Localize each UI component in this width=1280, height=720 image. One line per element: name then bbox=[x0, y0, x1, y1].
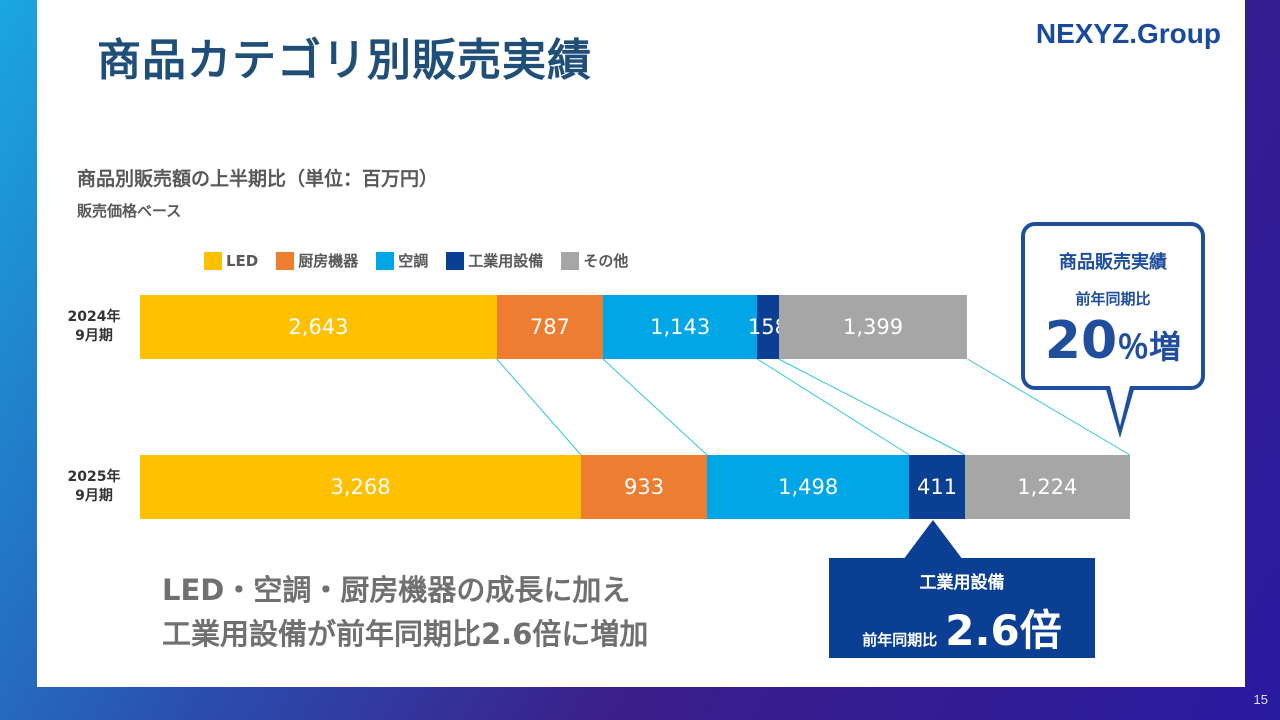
legend-item-other: その他 bbox=[561, 250, 628, 271]
legend-item-aircon: 空調 bbox=[376, 250, 428, 271]
category-label-line: 9月期 bbox=[75, 488, 113, 504]
bar-segment: 787 bbox=[496, 295, 603, 359]
bar-row: 3,268 933 1,498 411 1,224 bbox=[140, 455, 1130, 519]
total-sales-callout: 商品販売実績 前年同期比 20％増 bbox=[1021, 222, 1205, 390]
legend-item-kitchen: 厨房機器 bbox=[276, 250, 358, 271]
bar-segment: 1,224 bbox=[964, 455, 1130, 519]
bar-segment: 1,399 bbox=[778, 295, 968, 359]
industrial-callout-value: 2.6倍 bbox=[945, 606, 1062, 655]
company-logo: NEXYZ.Group bbox=[1036, 18, 1221, 50]
category-label-line: 9月期 bbox=[75, 328, 113, 344]
bar-row: 2,643 787 1,143 158 1,399 bbox=[140, 295, 968, 359]
total-callout-unit: ％増 bbox=[1117, 328, 1182, 366]
industrial-callout-subtitle: 前年同期比 bbox=[862, 631, 938, 649]
summary-message: LED・空調・厨房機器の成長に加え 工業用設備が前年同期比2.6倍に増加 bbox=[162, 568, 648, 656]
chart-legend: LED 厨房機器 空調 工業用設備 その他 bbox=[204, 250, 628, 271]
legend-label: その他 bbox=[583, 252, 629, 270]
bar-segment: 933 bbox=[581, 455, 708, 519]
industrial-callout-title: 工業用設備 bbox=[919, 573, 1005, 593]
category-label-line: 2025年 bbox=[67, 469, 121, 485]
bar-value-label: 2,643 bbox=[288, 315, 349, 339]
bar-segment: 1,143 bbox=[603, 295, 758, 359]
category-label-line: 2024年 bbox=[67, 309, 121, 325]
industrial-callout: 工業用設備 前年同期比 2.6倍 bbox=[829, 558, 1095, 658]
slide: 商品カテゴリ別販売実績 NEXYZ.Group 商品別販売額の上半期比（単位：百… bbox=[37, 0, 1245, 687]
bar-segment: 158 bbox=[748, 295, 788, 359]
page-number: 15 bbox=[1253, 692, 1268, 707]
bar-value-label: 1,399 bbox=[842, 315, 904, 339]
industrial-callout-row: 前年同期比 2.6倍 bbox=[829, 597, 1095, 658]
legend-swatch bbox=[276, 251, 295, 270]
legend-swatch bbox=[561, 251, 580, 270]
total-callout-subtitle: 前年同期比 bbox=[1075, 290, 1151, 308]
bar-value-label: 3,268 bbox=[330, 475, 391, 499]
bar-segment: 3,268 bbox=[140, 455, 582, 519]
bar-segment: 1,498 bbox=[707, 455, 910, 519]
total-callout-value: 20％増 bbox=[1025, 311, 1201, 371]
category-label: 2025年 9月期 bbox=[59, 468, 129, 506]
bar-segment: 2,643 bbox=[140, 295, 497, 359]
industrial-callout-pointer bbox=[903, 520, 963, 560]
legend-swatch bbox=[376, 251, 395, 270]
chart-note: 販売価格ベース bbox=[77, 202, 182, 220]
connector-line bbox=[602, 358, 708, 456]
total-callout-pointer bbox=[1105, 386, 1135, 438]
legend-label: 工業用設備 bbox=[468, 252, 544, 270]
category-label: 2024年 9月期 bbox=[59, 308, 129, 346]
legend-label: 厨房機器 bbox=[298, 252, 359, 270]
total-callout-number: 20 bbox=[1044, 311, 1118, 371]
legend-item-led: LED bbox=[204, 250, 258, 271]
chart-title: 商品別販売額の上半期比（単位：百万円） bbox=[77, 168, 439, 190]
bar-value-label: 1,143 bbox=[650, 315, 711, 339]
bar-value-label: 1,224 bbox=[1017, 475, 1078, 499]
connector-line bbox=[778, 358, 966, 456]
legend-label: LED bbox=[226, 251, 259, 270]
bar-value-label: 933 bbox=[624, 475, 665, 499]
logo-main: NEXYZ. bbox=[1035, 18, 1137, 49]
legend-swatch bbox=[204, 251, 222, 270]
bar-value-label: 411 bbox=[916, 475, 958, 499]
bar-value-label: 787 bbox=[529, 315, 570, 339]
connector-line bbox=[757, 358, 910, 456]
page-title: 商品カテゴリ別販売実績 bbox=[97, 35, 592, 86]
connector-line bbox=[496, 358, 582, 456]
legend-swatch bbox=[446, 251, 465, 270]
bar-segment: 411 bbox=[909, 455, 965, 519]
summary-line-1: LED・空調・厨房機器の成長に加え bbox=[162, 573, 631, 607]
total-callout-title: 商品販売実績 bbox=[1059, 252, 1167, 273]
logo-sub: Group bbox=[1137, 18, 1221, 49]
bar-value-label: 1,498 bbox=[778, 475, 839, 499]
summary-line-2: 工業用設備が前年同期比2.6倍に増加 bbox=[162, 617, 649, 651]
legend-item-industrial: 工業用設備 bbox=[446, 250, 543, 271]
legend-label: 空調 bbox=[398, 252, 429, 270]
